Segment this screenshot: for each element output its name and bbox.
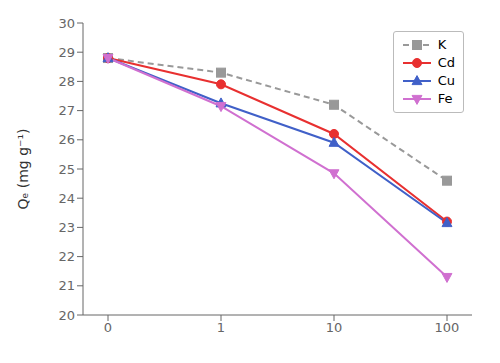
svg-text:24: 24 xyxy=(58,191,75,206)
svg-text:20: 20 xyxy=(58,308,75,323)
svg-text:30: 30 xyxy=(58,16,75,31)
svg-text:1: 1 xyxy=(217,320,225,335)
svg-text:23: 23 xyxy=(58,220,75,235)
html-text:Cd: Cd xyxy=(437,55,455,70)
html-text:Fe: Fe xyxy=(437,91,453,106)
svg-text:10: 10 xyxy=(326,320,343,335)
svg-text:Qₑ (mg g⁻¹): Qₑ (mg g⁻¹) xyxy=(15,128,31,209)
svg-text:21: 21 xyxy=(58,278,75,293)
svg-text:28: 28 xyxy=(58,74,75,89)
svg-text:29: 29 xyxy=(58,45,75,60)
svg-text:100: 100 xyxy=(435,320,460,335)
svg-text:0: 0 xyxy=(104,320,112,335)
svg-text:22: 22 xyxy=(58,249,75,264)
svg-text:27: 27 xyxy=(58,103,75,118)
html-text:Cu: Cu xyxy=(437,73,455,88)
svg-text:26: 26 xyxy=(58,132,75,147)
svg-text:25: 25 xyxy=(58,162,75,177)
html-text:K: K xyxy=(437,37,447,52)
